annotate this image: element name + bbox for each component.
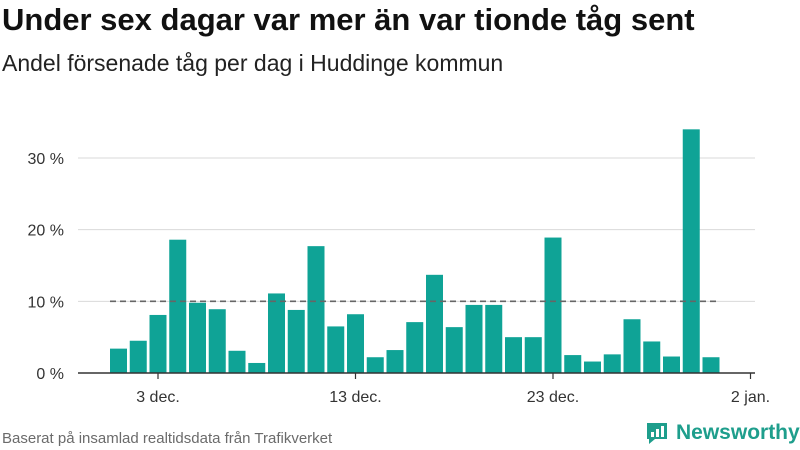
y-tick-label: 20 % — [28, 223, 64, 240]
bar — [702, 357, 720, 373]
bar — [189, 302, 206, 373]
bar — [169, 239, 187, 373]
bar — [327, 326, 345, 373]
bar — [228, 350, 246, 373]
x-tick-label: 23 dec. — [527, 389, 579, 406]
bar — [643, 341, 661, 373]
bar — [110, 348, 127, 373]
bar — [663, 356, 680, 373]
bar — [268, 293, 285, 373]
x-tick-label: 13 dec. — [329, 389, 381, 406]
chart-subtitle: Andel försenade tåg per dag i Huddinge k… — [2, 50, 504, 76]
newsworthy-icon — [647, 423, 667, 444]
bar — [682, 129, 700, 373]
bar — [248, 362, 266, 373]
bar — [465, 304, 483, 373]
bar — [584, 361, 601, 373]
y-tick-label: 10 % — [28, 294, 64, 311]
bar — [524, 337, 542, 373]
bar — [485, 304, 503, 373]
bar — [505, 337, 522, 373]
bar — [149, 314, 167, 373]
y-tick-label: 30 % — [28, 151, 64, 168]
bar — [406, 322, 424, 373]
bar — [347, 314, 364, 373]
bar — [386, 350, 404, 373]
x-tick-label: 3 dec. — [136, 389, 180, 406]
chart-title: Under sex dagar var mer än var tionde tå… — [2, 2, 695, 37]
brand-name: Newsworthy — [676, 421, 800, 444]
bar — [544, 237, 562, 373]
bar — [426, 274, 443, 373]
newsworthy-logo: Newsworthy — [644, 420, 800, 446]
bar — [208, 309, 226, 373]
bar — [307, 246, 325, 373]
bar — [287, 309, 305, 373]
bar — [623, 319, 641, 373]
source-note: Baserat på insamlad realtidsdata från Tr… — [2, 430, 333, 447]
bar — [603, 354, 621, 373]
bar — [564, 355, 582, 373]
bar — [129, 340, 147, 373]
y-tick-label: 0 % — [36, 366, 64, 383]
bar — [445, 327, 463, 373]
x-tick-label: 2 jan. — [731, 389, 770, 406]
bar — [366, 357, 384, 373]
